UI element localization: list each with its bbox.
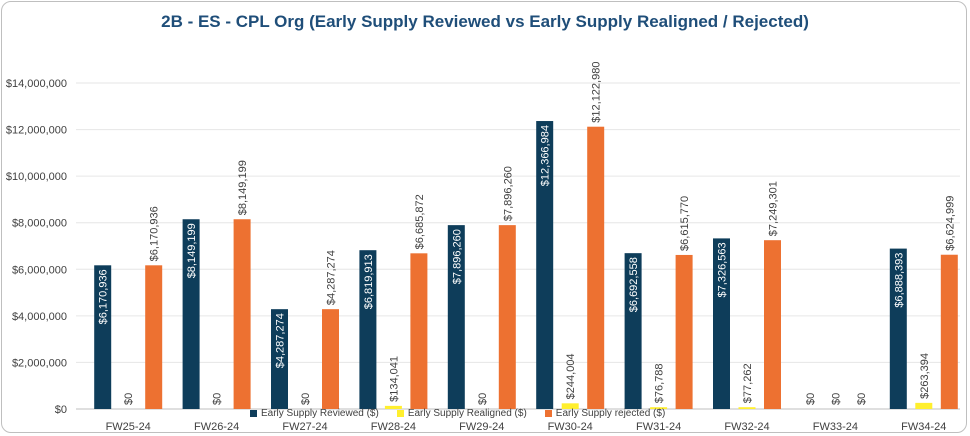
bar-reviewed <box>359 250 377 409</box>
data-label-reviewed: $7,896,260 <box>451 229 463 284</box>
legend-item-realigned: Early Supply Realigned ($) <box>396 408 527 419</box>
legend-label-realigned: Early Supply Realigned ($) <box>407 408 527 419</box>
data-label-realigned: $77,262 <box>742 363 754 403</box>
x-tick-label: FW27-24 <box>282 421 327 433</box>
bar-rejected <box>764 240 781 409</box>
legend-swatch-reviewed <box>250 410 257 417</box>
bar-realigned <box>650 407 668 409</box>
bar-reviewed <box>182 219 200 409</box>
data-label-reviewed: $6,888,393 <box>893 253 905 308</box>
data-label-reviewed: $7,326,563 <box>717 242 729 297</box>
legend-label-reviewed: Early Supply Reviewed ($) <box>261 408 379 419</box>
legend-item-reviewed: Early Supply Reviewed ($) <box>250 408 379 419</box>
legend-swatch-rejected <box>544 410 552 417</box>
data-label-realigned: $0 <box>300 393 312 405</box>
y-tick-label: $0 <box>55 404 67 416</box>
x-tick-label: FW26-24 <box>194 421 239 433</box>
data-label-reviewed: $8,149,199 <box>186 223 198 278</box>
data-label-rejected: $6,615,770 <box>679 196 691 251</box>
y-tick-label: $12,000,000 <box>6 125 67 137</box>
legend: Early Supply Reviewed ($) Early Supply R… <box>250 408 665 419</box>
data-label-realigned: $263,394 <box>919 353 931 399</box>
data-label-reviewed: $0 <box>805 393 817 405</box>
data-label-realigned: $244,004 <box>565 353 577 399</box>
bar-rejected <box>587 126 605 409</box>
data-label-realigned: $0 <box>477 393 489 405</box>
data-label-reviewed: $12,366,984 <box>540 125 552 186</box>
x-tick-label: FW28-24 <box>371 421 416 433</box>
bar-rejected <box>233 219 251 409</box>
x-tick-label: FW33-24 <box>813 421 858 433</box>
bar-reviewed <box>447 225 465 409</box>
y-tick-label: $10,000,000 <box>6 171 67 183</box>
x-tick-label: FW25-24 <box>106 421 151 433</box>
data-label-reviewed: $6,692,558 <box>628 257 640 312</box>
x-tick-label: FW34-24 <box>901 421 946 433</box>
bar-realigned <box>384 405 402 409</box>
bar-reviewed <box>94 265 112 409</box>
bar-rejected <box>322 309 339 409</box>
bar-reviewed <box>889 248 907 409</box>
legend-item-rejected: Early Supply rejected ($) <box>544 408 666 419</box>
y-tick-label: $8,000,000 <box>12 218 67 230</box>
x-tick-label: FW30-24 <box>548 421 593 433</box>
chart-title: 2B - ES - CPL Org (Early Supply Reviewed… <box>161 12 809 31</box>
bar-realigned <box>915 402 933 409</box>
data-label-rejected: $12,122,980 <box>591 62 603 123</box>
x-tick-label: FW29-24 <box>459 421 504 433</box>
bar-reviewed <box>713 238 730 409</box>
data-label-rejected: $7,896,260 <box>502 166 514 221</box>
bar-rejected <box>145 265 163 409</box>
bar-rejected <box>675 254 693 409</box>
y-tick-label: $2,000,000 <box>12 357 67 369</box>
data-label-rejected: $7,249,301 <box>768 181 780 236</box>
bar-rejected <box>498 225 516 409</box>
x-tick-label: FW32-24 <box>724 421 769 433</box>
y-tick-label: $4,000,000 <box>12 311 67 323</box>
bar-reviewed <box>271 309 288 409</box>
bar-rejected <box>940 254 958 409</box>
data-label-rejected: $6,170,936 <box>149 206 161 261</box>
data-label-reviewed: $4,287,274 <box>275 313 287 368</box>
bar-realigned <box>738 407 756 409</box>
data-label-realigned: $76,788 <box>654 363 666 403</box>
data-label-realigned: $134,041 <box>388 356 400 402</box>
data-label-rejected: $8,149,199 <box>237 160 249 215</box>
y-tick-label: $14,000,000 <box>6 78 67 90</box>
bar-realigned <box>561 403 579 409</box>
data-label-rejected: $4,287,274 <box>326 250 338 305</box>
bar-reviewed <box>624 253 642 409</box>
legend-swatch-realigned <box>396 410 404 417</box>
data-label-rejected: $6,624,999 <box>944 196 956 251</box>
data-label-realigned: $0 <box>830 393 842 405</box>
data-label-reviewed: $6,819,913 <box>363 254 375 309</box>
data-label-reviewed: $6,170,936 <box>98 269 110 324</box>
x-tick-label: FW31-24 <box>636 421 681 433</box>
data-label-rejected: $6,685,872 <box>414 194 426 249</box>
data-label-realigned: $0 <box>212 393 224 405</box>
bar-rejected <box>410 253 428 409</box>
data-label-rejected: $0 <box>856 393 868 405</box>
legend-label-rejected: Early Supply rejected ($) <box>555 408 666 419</box>
y-tick-label: $6,000,000 <box>12 264 67 276</box>
data-label-realigned: $0 <box>123 393 135 405</box>
bar-reviewed <box>536 121 554 410</box>
